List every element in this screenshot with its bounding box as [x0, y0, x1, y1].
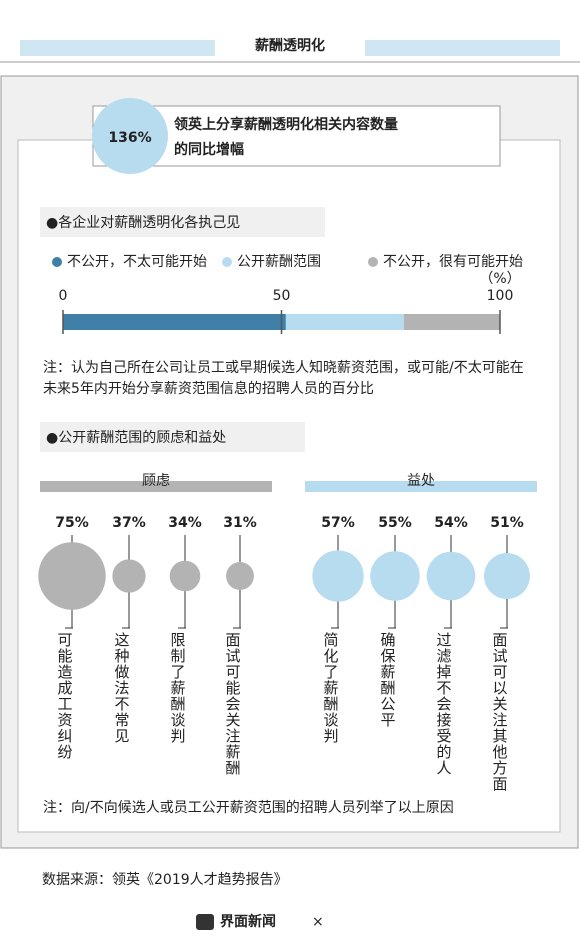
reason-label: 可能造成工资纠纷: [56, 632, 74, 760]
highlight-text: 领英上分享薪酬透明化相关内容数量: [174, 116, 398, 133]
legend-dot: [222, 257, 232, 267]
value-circle: [169, 560, 201, 592]
value-label: 51%: [490, 515, 524, 531]
note: 未来5年内开始分享薪资范围信息的招聘人员的百分比: [43, 380, 374, 397]
value-circle: [426, 551, 476, 601]
group-bar: [40, 481, 272, 492]
heading-box: [40, 207, 325, 237]
tick-label: 0: [59, 288, 68, 304]
reason-label: 面试可能会关注薪酬: [224, 632, 242, 776]
tick-label: 100: [487, 288, 514, 304]
group-title: 顾虑: [142, 473, 170, 489]
separator: ×: [312, 914, 324, 930]
value-circle: [370, 551, 420, 601]
value-label: 31%: [223, 515, 257, 531]
highlight-circle: [92, 98, 168, 174]
legend-label: 公开薪酬范围: [237, 253, 321, 270]
value-label: 37%: [112, 515, 146, 531]
value-circle: [484, 553, 530, 599]
value-label: 57%: [321, 515, 355, 531]
section-heading: ●公开薪酬范围的顾虑和益处: [46, 429, 226, 446]
section-heading: ●各企业对薪酬透明化各执己见: [46, 214, 240, 231]
note: 注：向/不向候选人或员工公开薪资范围的招聘人员列举了以上原因: [43, 799, 454, 816]
reason-label: 确保薪酬公平: [379, 632, 397, 728]
reason-label: 这种做法不常见: [113, 632, 131, 744]
bar-segment: [63, 314, 286, 330]
value-circle: [226, 562, 254, 590]
value-label: 34%: [168, 515, 202, 531]
brand: 界面新闻: [220, 913, 276, 930]
highlight-value: 136%: [108, 130, 151, 146]
brand-icon: [196, 914, 214, 930]
unit-label: （%）: [479, 271, 520, 287]
value-circle: [112, 559, 146, 593]
bar-segment: [285, 314, 404, 330]
legend-dot: [52, 257, 62, 267]
legend-dot: [368, 257, 378, 267]
group-title: 益处: [407, 473, 435, 489]
title-gap: [215, 36, 365, 60]
source: 数据来源：领英《2019人才趋势报告》: [42, 871, 288, 888]
reason-label: 过滤掉不会接受的人: [435, 632, 453, 776]
tick-label: 50: [273, 288, 291, 304]
reason-label: 简化了薪酬谈判: [322, 632, 340, 744]
value-label: 55%: [378, 515, 412, 531]
page-title: 薪酬透明化: [255, 37, 325, 54]
reason-label: 限制了薪酬谈判: [169, 632, 187, 744]
note: 注：认为自己所在公司让员工或早期候选人知晓薪资范围，或可能/不太可能在: [43, 359, 524, 376]
value-label: 75%: [55, 515, 89, 531]
bar-segment: [403, 314, 500, 330]
legend-label: 不公开，很有可能开始: [383, 254, 523, 270]
reason-label: 面试可以关注其他方面: [491, 632, 509, 792]
value-circle: [38, 542, 106, 610]
group-bar: [305, 481, 537, 492]
legend-label: 不公开，不太可能开始: [67, 254, 207, 270]
value-circle: [312, 550, 364, 602]
value-label: 54%: [434, 515, 468, 531]
highlight-text: 的同比增幅: [174, 141, 244, 158]
heading-box: [40, 422, 305, 452]
